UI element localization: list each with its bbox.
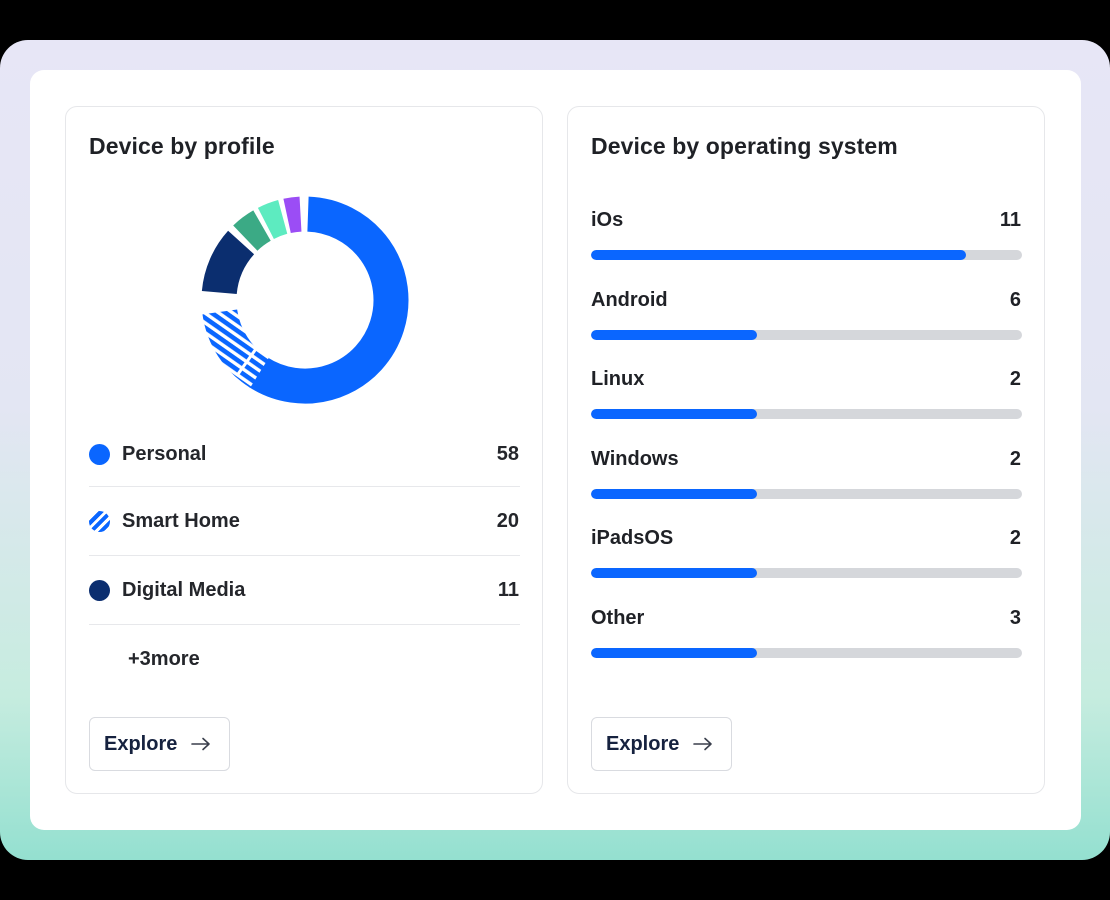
profile-legend: Personal 58 Smart Home 20 Digital Media … bbox=[89, 423, 520, 625]
progress-track bbox=[591, 568, 1022, 578]
progress-track bbox=[591, 329, 1022, 340]
segment-other-2[interactable] bbox=[257, 200, 288, 240]
explore-os-button[interactable]: Explore bbox=[591, 717, 732, 771]
progress-fill bbox=[591, 250, 966, 260]
explore-profile-button[interactable]: Explore bbox=[89, 717, 230, 771]
legend-item-personal[interactable]: Personal 58 bbox=[89, 423, 520, 487]
progress-fill bbox=[591, 488, 757, 499]
segment-digital-media[interactable] bbox=[201, 230, 255, 295]
os-value: 6 bbox=[1009, 288, 1021, 311]
legend-value: 58 bbox=[496, 443, 519, 465]
os-value: 3 bbox=[1009, 606, 1021, 629]
os-value: 2 bbox=[1009, 368, 1021, 390]
progress-track bbox=[591, 409, 1022, 419]
legend-label: Smart Home bbox=[122, 509, 240, 532]
segment-personal[interactable] bbox=[248, 196, 409, 404]
legend-swatch-smart-home bbox=[89, 510, 110, 532]
progress-track bbox=[591, 250, 1022, 260]
segment-smart-home[interactable] bbox=[202, 308, 270, 388]
os-row-windows[interactable]: Windows 2 bbox=[591, 446, 1022, 526]
os-label: iOs bbox=[591, 209, 624, 231]
legend-swatch-digital-media bbox=[89, 579, 110, 601]
progress-track bbox=[591, 488, 1022, 499]
os-label: Linux bbox=[591, 368, 645, 390]
profile-donut-chart bbox=[201, 196, 409, 404]
device-by-profile-card: Device by profile bbox=[65, 106, 543, 794]
segment-other-3[interactable] bbox=[283, 196, 302, 234]
legend-label: Personal bbox=[122, 443, 207, 465]
progress-fill bbox=[591, 647, 757, 658]
os-value: 11 bbox=[999, 209, 1021, 231]
progress-fill bbox=[591, 329, 757, 340]
legend-value: 11 bbox=[497, 578, 519, 601]
arrow-right-icon bbox=[191, 737, 211, 751]
os-row-ipados[interactable]: iPadsOS 2 bbox=[591, 525, 1022, 605]
card-title: Device by operating system bbox=[591, 133, 898, 159]
os-value: 2 bbox=[1009, 527, 1021, 549]
explore-label: Explore bbox=[104, 732, 178, 755]
legend-item-smart-home[interactable]: Smart Home 20 bbox=[89, 487, 520, 556]
os-row-ios[interactable]: iOs 11 bbox=[591, 207, 1022, 287]
os-label: iPadsOS bbox=[591, 527, 674, 549]
more-items-link[interactable]: +3more bbox=[128, 648, 200, 670]
os-label: Other bbox=[591, 606, 645, 629]
progress-fill bbox=[591, 568, 757, 578]
legend-label: Digital Media bbox=[122, 578, 246, 601]
legend-swatch-personal bbox=[89, 444, 110, 465]
segment-other-1[interactable] bbox=[233, 210, 272, 252]
arrow-right-icon bbox=[693, 737, 713, 751]
card-title: Device by profile bbox=[89, 133, 275, 159]
progress-fill bbox=[591, 409, 757, 419]
os-value: 2 bbox=[1009, 447, 1021, 470]
os-row-android[interactable]: Android 6 bbox=[591, 287, 1022, 367]
os-label: Windows bbox=[591, 447, 679, 470]
device-by-os-card: Device by operating system iOs 11 Androi… bbox=[567, 106, 1045, 794]
os-row-linux[interactable]: Linux 2 bbox=[591, 366, 1022, 446]
progress-track bbox=[591, 647, 1022, 658]
legend-value: 20 bbox=[496, 509, 519, 532]
explore-label: Explore bbox=[606, 732, 680, 755]
legend-item-digital-media[interactable]: Digital Media 11 bbox=[89, 556, 520, 625]
os-bar-list: iOs 11 Android 6 Linux 2 Windows 2 iPads… bbox=[591, 207, 1022, 684]
os-row-other[interactable]: Other 3 bbox=[591, 605, 1022, 685]
os-label: Android bbox=[591, 288, 668, 311]
